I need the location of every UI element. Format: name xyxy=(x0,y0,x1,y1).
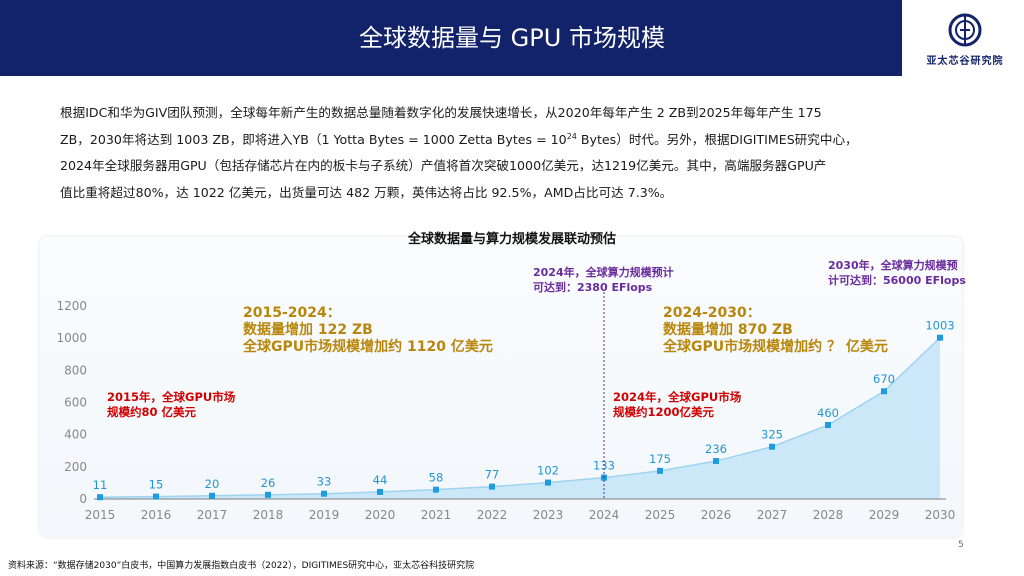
y-tick-label: 600 xyxy=(64,396,87,410)
data-value-label: 20 xyxy=(205,477,220,491)
data-value-label: 26 xyxy=(261,476,276,490)
annotation-text: 2024-2030： xyxy=(663,305,761,321)
data-value-label: 15 xyxy=(149,478,164,492)
x-tick-label: 2017 xyxy=(197,508,228,522)
y-tick-label: 400 xyxy=(64,428,87,442)
x-tick-label: 2030 xyxy=(925,508,956,522)
chart-title: 全球数据量与算力规模发展联动预估 xyxy=(407,232,616,247)
annotation-text: 规模约1200亿美元 xyxy=(613,405,715,419)
data-volume-line xyxy=(99,337,941,498)
data-point-marker xyxy=(97,494,103,501)
data-point-marker xyxy=(321,490,327,497)
data-point-marker xyxy=(377,488,383,495)
annotation-text: 全球GPU市场规模增加约 1120 亿美元 xyxy=(243,339,493,355)
data-point-marker xyxy=(657,467,663,474)
x-tick-label: 2027 xyxy=(757,508,788,522)
data-value-label: 58 xyxy=(429,471,444,485)
y-tick-label: 800 xyxy=(64,363,87,377)
data-value-label: 11 xyxy=(93,478,108,492)
annotation-text: 全球GPU市场规模增加约 ？ 亿美元 xyxy=(663,339,888,355)
x-tick-label: 2024 xyxy=(589,508,620,522)
data-value-label: 670 xyxy=(873,372,895,386)
data-point-marker xyxy=(209,492,215,499)
y-tick-label: 1000 xyxy=(56,331,87,345)
data-point-marker xyxy=(433,486,439,493)
title-bar xyxy=(0,0,902,76)
intro-paragraph: 根据IDC和华为GIV团队预测，全球每年新产生的数据总量随着数字化的发展快速增长… xyxy=(60,100,975,206)
para-line: 2024年全球服务器用GPU（包括存储芯片在内的板卡与子系统）产值将首次突破10… xyxy=(60,158,827,173)
y-tick-label: 1200 xyxy=(56,299,87,313)
data-point-marker xyxy=(489,483,495,490)
data-volume-area xyxy=(100,337,940,499)
annotation-period-2024-2030: 2024-2030： 数据量增加 870 ZB 全球GPU市场规模增加约 ？ 亿… xyxy=(663,305,888,356)
annotation-text: 2024年，全球算力规模预计 xyxy=(533,266,674,279)
annotation-text: 数据量增加 870 ZB xyxy=(663,322,793,338)
data-value-label: 325 xyxy=(761,428,783,442)
data-point-marker xyxy=(153,493,159,500)
page-title-text: 全球数据量与 GPU 市场规模 xyxy=(359,24,665,52)
x-tick-label: 2021 xyxy=(421,508,452,522)
annotation-text: 规模约80 亿美元 xyxy=(107,405,197,419)
data-point-marker xyxy=(265,491,271,498)
x-tick-label: 2020 xyxy=(365,508,396,522)
x-tick-label: 2025 xyxy=(645,508,676,522)
data-value-label: 236 xyxy=(705,442,727,456)
page-title: 全球数据量与 GPU 市场规模 xyxy=(0,0,1024,76)
logo-emblem-icon xyxy=(948,13,982,47)
page-number: 5 xyxy=(958,540,964,550)
y-tick-label: 200 xyxy=(64,460,87,474)
exponent: 24 xyxy=(566,131,577,141)
x-tick-label: 2028 xyxy=(813,508,844,522)
x-tick-label: 2015 xyxy=(85,508,116,522)
data-point-marker xyxy=(545,479,551,486)
x-tick-label: 2029 xyxy=(869,508,900,522)
data-value-label: 1003 xyxy=(925,319,954,333)
annotation-text: 计可达到：56000 EFlops xyxy=(828,274,966,287)
para-line: 值比重将超过80%，达 1022 亿美元，出货量可达 482 万颗，英伟达将占比… xyxy=(60,184,673,200)
annotation-text: 2015年，全球GPU市场 xyxy=(107,390,236,404)
annotation-text: 2024年，全球GPU市场 xyxy=(613,390,742,404)
data-value-label: 102 xyxy=(537,464,559,478)
data-point-marker xyxy=(937,334,943,341)
source-note: 资料来源：“数据存储2030”白皮书，中国算力发展指数白皮书（2022），DIG… xyxy=(8,561,475,571)
x-tick-label: 2026 xyxy=(701,508,732,522)
annotation-text: 可达到：2380 EFlops xyxy=(533,281,653,294)
annotation-text: 2030年，全球算力规模预 xyxy=(828,259,958,272)
data-point-marker xyxy=(825,422,831,429)
data-value-label: 175 xyxy=(649,452,671,466)
annotation-text: 数据量增加 122 ZB xyxy=(243,322,373,338)
data-point-marker xyxy=(881,388,887,395)
x-tick-label: 2018 xyxy=(253,508,284,522)
annotation-gpu-2015: 2015年，全球GPU市场 规模约80 亿美元 xyxy=(107,390,235,420)
data-value-label: 44 xyxy=(373,473,388,487)
x-tick-label: 2023 xyxy=(533,508,564,522)
annotation-gpu-2024: 2024年，全球GPU市场 规模约1200亿美元 xyxy=(613,390,741,420)
institute-logo: 亚太芯谷研究院 xyxy=(920,8,1010,70)
data-value-label: 33 xyxy=(317,475,332,489)
annotation-period-2015-2024: 2015-2024： 数据量增加 122 ZB 全球GPU市场规模增加约 112… xyxy=(243,305,493,356)
annotation-text: 2015-2024： xyxy=(243,305,341,321)
para-text: Bytes）时代。另外，根据DIGITIMES研究中心， xyxy=(576,131,858,147)
data-value-label: 460 xyxy=(817,406,839,420)
para-line: ZB，2030年将达到 1003 ZB，即将进入YB（1 Yotta Bytes… xyxy=(60,127,975,154)
para-line: 根据IDC和华为GIV团队预测，全球每年新产生的数据总量随着数字化的发展快速增长… xyxy=(60,105,822,120)
data-point-marker xyxy=(769,443,775,450)
logo-text: 亚太芯谷研究院 xyxy=(926,56,1004,67)
header: 全球数据量与 GPU 市场规模 亚太芯谷研究院 xyxy=(0,0,1024,76)
data-point-marker xyxy=(713,458,719,465)
para-text: ZB，2030年将达到 1003 ZB，即将进入YB（1 Yotta Bytes… xyxy=(60,131,567,147)
annotation-compute-2030: 2030年，全球算力规模预 计可达到：56000 EFlops xyxy=(828,258,966,288)
annotation-compute-2024: 2024年，全球算力规模预计 可达到：2380 EFlops xyxy=(533,265,674,295)
data-value-label: 77 xyxy=(485,468,500,482)
x-tick-label: 2016 xyxy=(141,508,172,522)
x-tick-label: 2022 xyxy=(477,508,508,522)
x-tick-label: 2019 xyxy=(309,508,340,522)
y-tick-label: 0 xyxy=(79,492,87,506)
